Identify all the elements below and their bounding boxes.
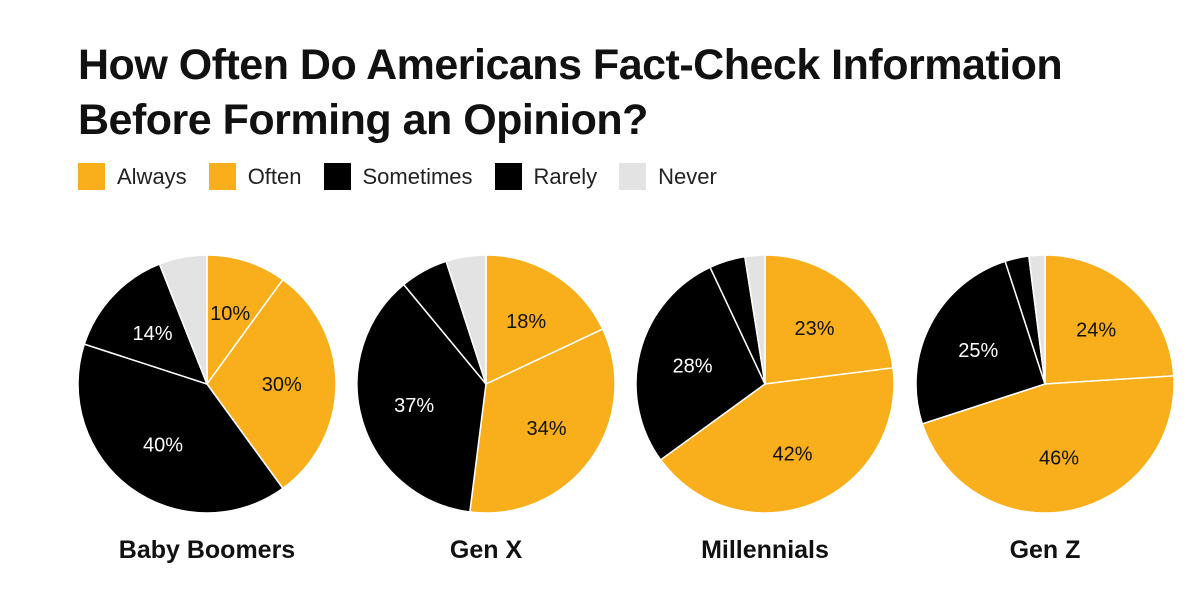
slice-gen-x-never — [445, 254, 487, 385]
slice-label-gen-x-sometimes: 37% — [394, 395, 434, 417]
pie-gen-z: 24% 46% 25% Gen Z — [915, 254, 1175, 564]
legend-label-rarely: Rarely — [533, 163, 598, 189]
legend-swatch-never — [619, 163, 647, 190]
pie-name-millennials: Millennials — [701, 536, 829, 564]
slice-millennials-sometimes — [635, 266, 766, 461]
legend-item-sometimes: Sometimes — [323, 163, 473, 190]
slice-gen-x-sometimes — [356, 283, 487, 513]
legend-swatch-always — [78, 163, 105, 190]
slice-label-baby-boomers-always: 10% — [210, 303, 250, 325]
legend-label-never: Never — [658, 163, 717, 189]
legend-item-never: Never — [619, 163, 717, 190]
pie-gen-x: 18% 34% 37% Gen X — [356, 254, 616, 564]
pie-name-gen-z: Gen Z — [1010, 536, 1081, 564]
legend-swatch-rarely — [494, 163, 522, 190]
slice-label-millennials-often: 42% — [772, 444, 812, 466]
slice-millennials-often — [659, 367, 895, 514]
slice-baby-boomers-always — [206, 254, 284, 385]
slice-label-baby-boomers-sometimes: 40% — [143, 435, 183, 457]
slice-baby-boomers-never — [158, 254, 208, 385]
pie-name-gen-x: Gen X — [450, 536, 523, 564]
slice-label-baby-boomers-rarely: 14% — [132, 323, 172, 345]
slice-gen-z-often — [921, 375, 1175, 514]
pie-name-baby-boomers: Baby Boomers — [119, 536, 295, 564]
pie-baby-boomers: 10% 30% 40% 14% Baby Boomers — [77, 254, 337, 564]
pie-millennials: 23% 42% 28% Millennials — [635, 254, 895, 564]
slice-baby-boomers-sometimes — [77, 343, 284, 514]
slice-label-gen-z-often: 46% — [1039, 448, 1079, 470]
slice-label-gen-x-always: 18% — [506, 311, 546, 333]
slice-baby-boomers-often — [206, 278, 337, 490]
slice-gen-z-always — [1044, 254, 1175, 385]
slice-label-gen-z-sometimes: 25% — [958, 340, 998, 362]
slice-label-millennials-sometimes: 28% — [672, 355, 712, 377]
legend-label-always: Always — [117, 163, 187, 189]
legend-item-rarely: Rarely — [494, 163, 598, 190]
slice-gen-x-always — [485, 254, 604, 385]
legend-swatch-often — [208, 163, 236, 190]
slice-millennials-always — [764, 254, 894, 385]
slice-gen-x-often — [469, 328, 616, 514]
slice-label-millennials-always: 23% — [794, 318, 834, 340]
chart-title: How Often Do Americans Fact-Check Inform… — [78, 38, 1178, 148]
slice-gen-z-sometimes — [915, 260, 1046, 425]
legend: Always Often Sometimes Rarely Never — [78, 163, 739, 190]
legend-item-often: Often — [208, 163, 302, 190]
slice-gen-z-never — [1028, 254, 1046, 385]
chart-title-line-1: How Often Do Americans Fact-Check Inform… — [78, 41, 1063, 89]
slice-label-baby-boomers-often: 30% — [262, 374, 302, 396]
legend-swatch-sometimes — [323, 163, 351, 190]
legend-item-always: Always — [78, 163, 187, 190]
slice-label-gen-x-often: 34% — [526, 418, 566, 440]
chart-title-line-2: Before Forming an Opinion? — [78, 96, 648, 144]
slice-baby-boomers-rarely — [83, 263, 208, 385]
legend-label-often: Often — [247, 163, 302, 189]
slice-label-gen-z-always: 24% — [1076, 320, 1116, 342]
slice-millennials-never — [744, 254, 766, 385]
legend-label-sometimes: Sometimes — [362, 163, 473, 189]
